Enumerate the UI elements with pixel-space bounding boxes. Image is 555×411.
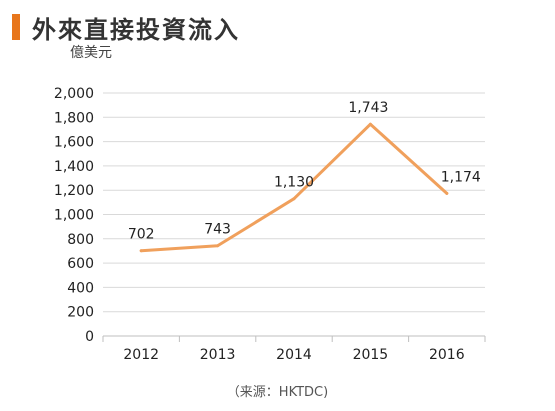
y-tick-label: 800 (67, 232, 94, 248)
y-tick-label: 1,200 (54, 183, 94, 199)
y-tick-label: 1,600 (54, 135, 94, 151)
data-label: 743 (204, 222, 231, 238)
data-point (368, 122, 372, 126)
y-tick-label: 1,800 (54, 110, 94, 126)
data-label: 1,130 (274, 175, 314, 191)
x-tick-label: 2013 (200, 347, 236, 363)
y-tick-label: 600 (67, 256, 94, 272)
x-tick-label: 2012 (123, 347, 159, 363)
source-note: （来源：HKTDC) (226, 385, 329, 400)
data-point (139, 249, 143, 253)
title-accent-bar (12, 14, 20, 40)
data-point (216, 244, 220, 248)
y-tick-label: 200 (67, 305, 94, 321)
x-tick-label: 2014 (276, 347, 312, 363)
chart-title: 外來直接投資流入 (32, 16, 240, 44)
y-tick-label: 1,000 (54, 208, 94, 224)
data-label: 1,743 (348, 100, 388, 116)
y-tick-label: 0 (85, 329, 94, 345)
unit-label: 億美元 (70, 45, 112, 61)
data-point (292, 197, 296, 201)
data-label: 1,174 (441, 169, 481, 185)
data-label: 702 (128, 227, 155, 243)
data-point (445, 191, 449, 195)
y-tick-label: 1,400 (54, 159, 94, 175)
y-tick-label: 400 (67, 280, 94, 296)
x-tick-label: 2016 (429, 347, 465, 363)
x-tick-label: 2015 (353, 347, 389, 363)
y-tick-label: 2,000 (54, 86, 94, 102)
